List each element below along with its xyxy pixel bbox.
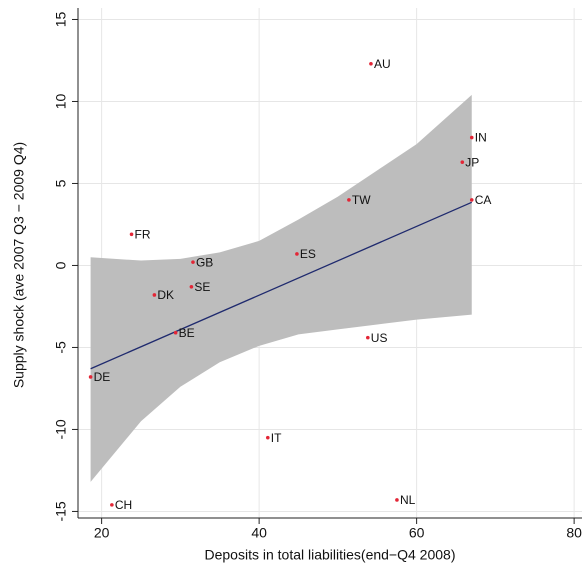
x-axis-label: Deposits in total liabilities(end−Q4 200… bbox=[205, 547, 456, 563]
fit-line bbox=[90, 201, 473, 370]
point bbox=[191, 260, 195, 264]
point-label: DK bbox=[157, 288, 174, 302]
point bbox=[152, 293, 157, 297]
y-tick-label: -15 bbox=[53, 501, 69, 521]
point bbox=[469, 135, 474, 140]
y-tick-label: -10 bbox=[53, 419, 69, 439]
point-label: IT bbox=[271, 431, 282, 445]
point bbox=[110, 503, 114, 507]
point-label: JP bbox=[465, 155, 479, 169]
point-label: US bbox=[371, 331, 388, 345]
point-label: SE bbox=[194, 280, 210, 294]
point bbox=[366, 335, 370, 340]
y-tick-label: 0 bbox=[53, 261, 69, 269]
point-label: TW bbox=[352, 193, 371, 207]
x-tick-label: 60 bbox=[409, 525, 425, 541]
point-label: AU bbox=[374, 57, 391, 71]
confidence-band bbox=[90, 94, 472, 482]
x-tick-label: 20 bbox=[94, 525, 110, 541]
x-tick-label: 40 bbox=[251, 525, 267, 541]
point-label: ES bbox=[300, 247, 316, 261]
y-tick-label: 5 bbox=[53, 179, 69, 187]
point bbox=[369, 61, 373, 66]
point-label: CA bbox=[475, 193, 492, 207]
point bbox=[460, 160, 465, 164]
point bbox=[88, 375, 93, 379]
y-tick-label: 10 bbox=[53, 93, 69, 109]
point bbox=[295, 252, 299, 256]
point bbox=[469, 198, 474, 202]
point bbox=[395, 498, 399, 502]
point bbox=[173, 330, 178, 335]
point-label: IN bbox=[475, 131, 487, 145]
point-label: GB bbox=[196, 255, 213, 269]
y-tick-label: 15 bbox=[53, 11, 69, 27]
point-label: CH bbox=[115, 498, 132, 512]
point bbox=[129, 232, 134, 237]
y-tick-label: -5 bbox=[53, 341, 69, 354]
point-label: BE bbox=[179, 326, 195, 340]
point-label: DE bbox=[94, 370, 111, 384]
point-label: NL bbox=[400, 493, 416, 507]
x-tick-label: 80 bbox=[566, 525, 582, 541]
y-axis-label: Supply shock (ave 2007 Q3 − 2009 Q4) bbox=[11, 142, 27, 388]
point bbox=[189, 284, 194, 289]
point-label: FR bbox=[135, 227, 151, 241]
point bbox=[347, 198, 351, 202]
point bbox=[265, 435, 270, 440]
